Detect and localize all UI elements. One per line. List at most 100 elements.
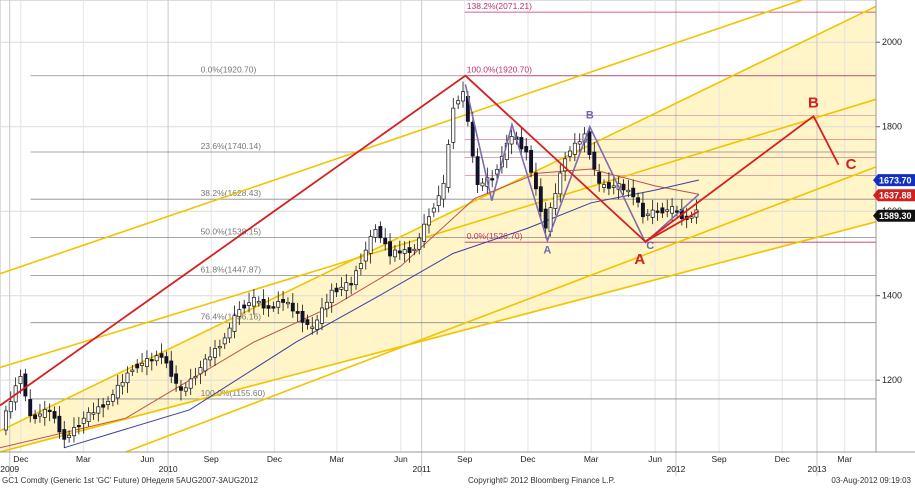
price-tag <box>873 209 915 222</box>
candle-body <box>631 187 636 198</box>
candle-body <box>179 386 183 391</box>
candle-body <box>470 121 475 157</box>
x-month-label: Sep <box>457 454 472 464</box>
candle-body <box>397 250 402 254</box>
candle-body <box>76 425 81 428</box>
candle-body <box>62 429 67 440</box>
candle-body <box>543 208 548 229</box>
candle-body <box>320 307 324 324</box>
candle-body <box>276 301 281 308</box>
x-month-label: Mar <box>837 454 852 464</box>
candle-body <box>344 282 349 291</box>
candle-body <box>281 299 286 303</box>
x-month-label: Jun <box>648 454 662 464</box>
candle-body <box>373 229 378 238</box>
wave-label: B <box>808 95 819 112</box>
candle-body <box>57 415 62 433</box>
candle-body <box>436 195 441 206</box>
candle-body <box>490 178 495 181</box>
wave-label: B <box>586 109 594 121</box>
candle-body <box>159 353 164 358</box>
candle-body <box>538 186 543 212</box>
candle-body <box>422 223 427 242</box>
candle-body <box>553 193 558 209</box>
candle-body <box>144 358 149 368</box>
candle-body <box>324 301 329 310</box>
candle-body <box>417 237 422 250</box>
candle-body <box>188 378 193 389</box>
candle-body <box>242 304 247 309</box>
wave-abc-large-extra <box>644 210 700 243</box>
candle-body <box>33 414 38 419</box>
candle-body <box>670 206 675 214</box>
candle-body <box>169 360 174 377</box>
candle-body <box>256 301 261 304</box>
candle-body <box>587 131 592 155</box>
candle-body <box>407 247 412 253</box>
candle-body <box>475 156 480 185</box>
candle-body <box>645 213 650 216</box>
candle-body <box>412 248 417 252</box>
channel-fill <box>0 6 876 453</box>
price-tag <box>873 189 915 202</box>
candle-body <box>689 216 694 219</box>
candle-body <box>315 319 320 330</box>
footer-copyright: Copyright© 2012 Bloomberg Finance L.P. <box>468 476 616 485</box>
candle-body <box>558 172 563 195</box>
candle-body <box>18 376 23 385</box>
candle-body <box>174 373 179 384</box>
channel-line <box>0 221 877 453</box>
candle-body <box>120 381 125 387</box>
candle-body <box>154 355 159 362</box>
candle-body <box>660 207 665 214</box>
candle-body <box>456 100 461 105</box>
candle-body <box>130 369 135 372</box>
candle-body <box>529 150 534 173</box>
candle-body <box>354 270 358 286</box>
x-month-label: Sep <box>204 454 219 464</box>
candle-body <box>402 249 407 254</box>
candle-body <box>378 226 383 239</box>
candle-body <box>621 183 626 191</box>
candle-body <box>213 348 217 358</box>
candle-body <box>52 411 57 419</box>
x-month-label: Dec <box>520 454 536 464</box>
candle-body <box>568 150 572 157</box>
candle-body <box>47 409 52 413</box>
y-tick-label: 1200 <box>882 375 902 385</box>
candle-body <box>67 434 72 438</box>
candle-body <box>329 289 334 304</box>
candle-body <box>640 202 645 218</box>
candle-body <box>451 107 456 143</box>
candle-body <box>534 172 538 190</box>
candle-body <box>271 306 276 309</box>
candle-body <box>222 337 227 345</box>
price-tag-label: 1589.30 <box>879 211 912 221</box>
candle-body <box>237 309 242 317</box>
candle-body <box>606 182 611 189</box>
candle-body <box>81 417 86 424</box>
candle-body <box>72 427 76 437</box>
candle-body <box>91 412 96 415</box>
fib-extension-label: 100.0%(1920.70) <box>467 65 532 75</box>
candle-body <box>266 305 271 309</box>
candle-body <box>193 376 198 379</box>
candle-body <box>383 237 388 245</box>
channel-line <box>0 0 805 275</box>
candle-body <box>636 197 641 203</box>
x-month-label: Dec <box>775 454 791 464</box>
candle-body <box>349 283 354 286</box>
candle-body <box>602 184 606 188</box>
fib-retracement-label: 0.0%(1920.70) <box>201 65 257 75</box>
x-year-label: 2009 <box>0 464 19 474</box>
x-year-label: 2013 <box>807 464 826 474</box>
candle-body <box>431 207 436 213</box>
channel-line <box>0 98 877 369</box>
y-tick-label: 1800 <box>882 122 902 132</box>
candle-body <box>441 182 446 200</box>
y-tick-label: 2000 <box>882 37 902 47</box>
x-month-label: Mar <box>584 454 599 464</box>
wave-label: A <box>543 244 551 256</box>
candle-body <box>198 367 203 375</box>
